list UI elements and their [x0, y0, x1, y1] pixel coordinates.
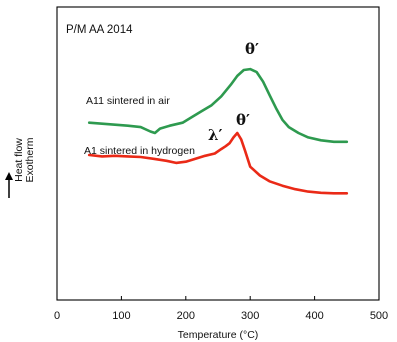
- annotation-series-hydrogen: A1 sintered in hydrogen: [84, 145, 195, 157]
- annotation-series-air: A11 sintered in air: [86, 95, 170, 107]
- y-axis-title-line2: Exotherm: [24, 137, 36, 182]
- y-axis-arrow-icon: [5, 172, 13, 198]
- y-axis-title-line1: Heat flow: [13, 138, 25, 182]
- x-tick-label-400: 400: [305, 310, 323, 322]
- x-tick-label-0: 0: [54, 310, 60, 322]
- x-tick-label-500: 500: [370, 310, 388, 322]
- series-line-air: [87, 67, 349, 144]
- series-layer: [87, 67, 349, 195]
- x-tick-label-200: 200: [177, 310, 195, 322]
- annotation-peak-lambda: λ′: [208, 126, 223, 144]
- plot-frame: [56, 6, 380, 301]
- annotation-peak-theta-air: θ′: [245, 40, 259, 58]
- x-axis-title: Temperature (°C): [178, 329, 259, 341]
- x-axis-ticks: 0 100 200 300 400 500: [54, 296, 388, 322]
- y-axis-title: Heat flow Exotherm: [13, 137, 36, 182]
- series-line-hydrogen: [87, 131, 349, 195]
- x-tick-label-100: 100: [112, 310, 130, 322]
- panel-label: P/M AA 2014: [66, 24, 133, 36]
- annotation-peak-theta-hydrogen: θ′: [236, 111, 250, 129]
- x-tick-label-300: 300: [241, 310, 259, 322]
